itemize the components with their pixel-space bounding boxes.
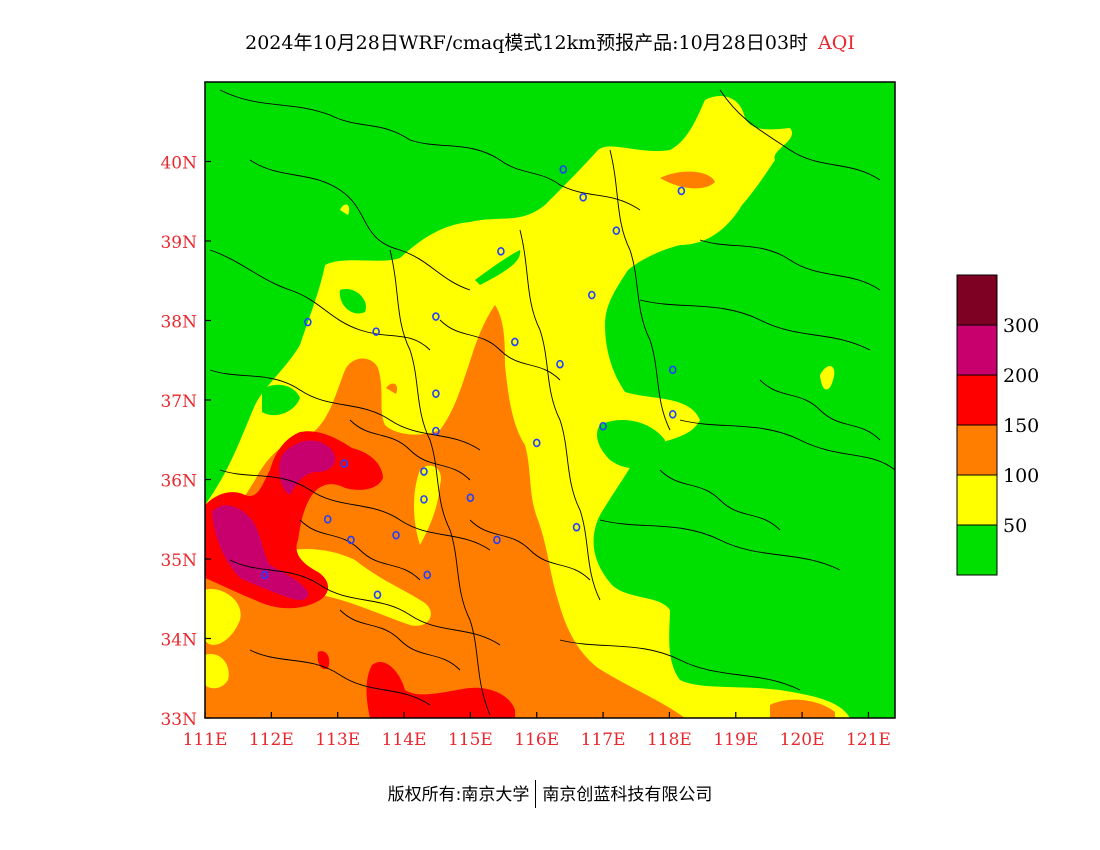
moderate-patch <box>820 365 835 390</box>
city-marker <box>432 426 440 436</box>
city-marker <box>260 570 269 580</box>
city-marker <box>466 493 475 503</box>
city-marker <box>587 290 596 300</box>
lon-tick-label: 118E <box>647 730 692 750</box>
good-patch <box>475 250 521 285</box>
lat-tick-label: 40N <box>160 154 197 174</box>
city-markers <box>260 165 686 600</box>
legend-swatch <box>956 274 998 326</box>
legend-label: 300 <box>1003 315 1039 337</box>
lat-tick-label: 36N <box>160 472 197 492</box>
legend-swatch <box>956 524 998 576</box>
city-marker <box>612 226 621 235</box>
legend-label: 200 <box>1003 365 1039 387</box>
lat-tick-label: 34N <box>160 631 197 651</box>
legend-label: 100 <box>1003 465 1039 487</box>
city-marker <box>668 410 677 419</box>
city-marker <box>423 570 432 580</box>
legend-label: 50 <box>1003 515 1027 537</box>
usg-patch <box>660 171 715 189</box>
aqi-legend: 50 100 150 200 300 <box>956 274 1039 576</box>
lon-tick-label: 121E <box>846 730 891 750</box>
lat-tick-label: 33N <box>160 710 197 730</box>
city-marker <box>340 459 349 468</box>
map-title: 2024年10月28日WRF/cmaq模式12km预报产品:10月28日03时 A… <box>0 28 1100 55</box>
usg-patch <box>386 383 398 394</box>
usg-region <box>205 305 685 718</box>
lon-tick-label: 115E <box>448 730 493 750</box>
moderate-patch <box>205 654 229 689</box>
good-patch <box>262 384 300 416</box>
good-patch <box>597 420 665 469</box>
moderate-patch <box>414 465 441 545</box>
city-marker <box>323 514 332 524</box>
lon-tick-label: 120E <box>780 730 825 750</box>
usg-patch <box>770 699 835 718</box>
city-marker <box>572 522 581 532</box>
legend-label: 150 <box>1003 415 1039 437</box>
city-marker <box>420 495 428 504</box>
lat-tick-label: 35N <box>160 551 197 571</box>
city-marker <box>579 192 587 202</box>
city-marker <box>599 421 607 431</box>
city-marker <box>372 327 380 336</box>
city-marker <box>493 535 501 545</box>
lon-tick-label: 117E <box>581 730 626 750</box>
copyright-owner: 版权所有:南京大学 <box>387 785 530 805</box>
lon-tick-label: 113E <box>315 730 360 750</box>
lat-tick-label: 38N <box>160 313 197 333</box>
city-marker <box>432 389 440 398</box>
city-marker <box>373 590 382 600</box>
lon-tick-label: 112E <box>249 730 294 750</box>
lon-axis: 111E 112E 113E 114E 115E 116E 117E 118E 119E 120E… <box>183 712 891 750</box>
copyright-footer: 版权所有:南京大学 南京创蓝科技有限公司 <box>0 780 1100 808</box>
aqi-field <box>205 82 895 718</box>
copyright-company: 南京创蓝科技有限公司 <box>542 785 713 805</box>
good-patch <box>339 289 366 314</box>
title-variable: AQI <box>818 32 855 54</box>
moderate-patch <box>340 204 350 215</box>
city-marker <box>497 247 505 256</box>
city-marker <box>347 535 355 545</box>
very-unhealthy-region <box>212 505 309 600</box>
lat-tick-label: 37N <box>160 392 197 412</box>
lon-tick-label: 114E <box>382 730 427 750</box>
city-marker <box>559 165 568 174</box>
legend-swatch <box>956 424 998 476</box>
lat-axis: 33N 34N 35N 36N 37N 38N 39N 40N <box>160 154 211 730</box>
title-main: 2024年10月28日WRF/cmaq模式12km预报产品:10月28日03时 <box>245 32 809 54</box>
city-marker <box>532 438 541 448</box>
city-marker <box>420 467 428 476</box>
lon-tick-label: 119E <box>713 730 758 750</box>
footer-separator <box>535 780 537 808</box>
city-marker <box>668 365 677 375</box>
legend-swatch <box>956 374 998 426</box>
city-marker <box>304 317 312 327</box>
city-marker <box>677 186 686 196</box>
city-marker <box>511 337 519 347</box>
lon-tick-label: 116E <box>514 730 559 750</box>
lat-tick-label: 39N <box>160 233 197 253</box>
legend-swatch <box>956 474 998 526</box>
moderate-patch <box>205 589 241 645</box>
legend-swatch <box>956 324 998 376</box>
city-marker <box>392 530 400 540</box>
city-marker <box>432 312 440 321</box>
city-marker <box>556 359 564 369</box>
lon-tick-label: 111E <box>183 730 228 750</box>
unhealthy-patch <box>317 651 330 670</box>
unhealthy-patch <box>366 662 515 718</box>
